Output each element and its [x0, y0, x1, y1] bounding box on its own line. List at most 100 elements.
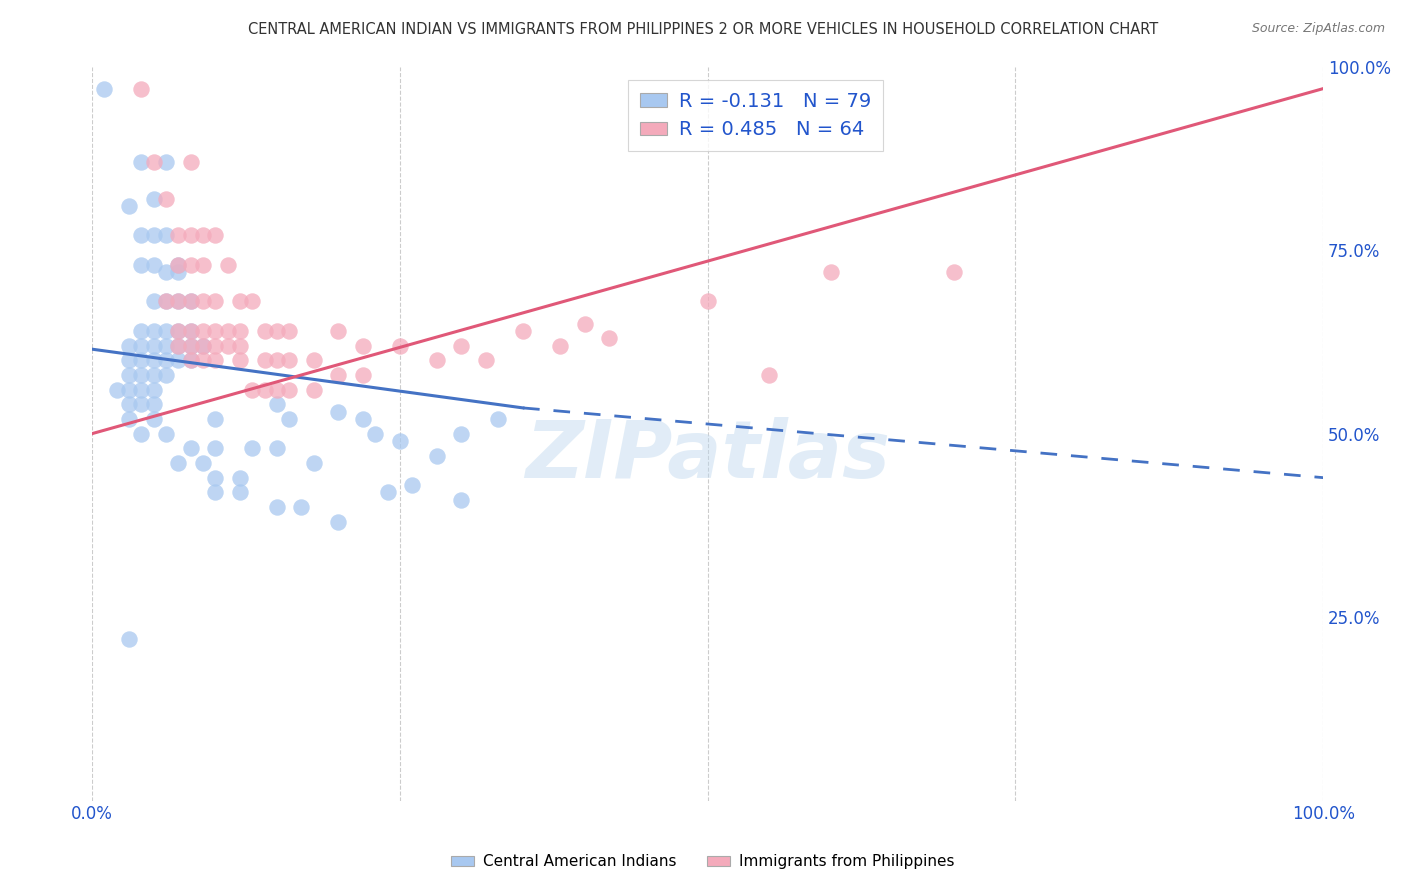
Point: [302, 353, 325, 368]
Point: [352, 338, 374, 352]
Point: [105, 383, 128, 397]
Point: [820, 265, 842, 279]
Point: [180, 338, 202, 352]
Point: [266, 324, 288, 338]
Point: [142, 324, 165, 338]
Point: [155, 338, 177, 352]
Point: [118, 353, 141, 368]
Point: [266, 353, 288, 368]
Point: [204, 324, 226, 338]
Point: [155, 426, 177, 441]
Point: [142, 338, 165, 352]
Point: [253, 383, 276, 397]
Point: [217, 324, 239, 338]
Text: ZIPatlas: ZIPatlas: [526, 417, 890, 495]
Point: [942, 265, 965, 279]
Point: [229, 485, 252, 500]
Point: [217, 338, 239, 352]
Point: [229, 338, 252, 352]
Legend: Central American Indians, Immigrants from Philippines: Central American Indians, Immigrants fro…: [446, 848, 960, 875]
Point: [388, 434, 411, 448]
Point: [240, 294, 263, 309]
Point: [278, 324, 301, 338]
Point: [167, 338, 190, 352]
Point: [155, 228, 177, 243]
Point: [450, 426, 472, 441]
Point: [217, 258, 239, 272]
Point: [191, 324, 214, 338]
Point: [155, 192, 177, 206]
Point: [180, 324, 202, 338]
Point: [253, 324, 276, 338]
Point: [155, 265, 177, 279]
Point: [204, 485, 226, 500]
Point: [364, 426, 387, 441]
Point: [142, 368, 165, 382]
Point: [598, 331, 620, 345]
Point: [131, 426, 153, 441]
Point: [266, 442, 288, 456]
Point: [142, 412, 165, 426]
Point: [204, 294, 226, 309]
Point: [118, 338, 141, 352]
Point: [118, 383, 141, 397]
Point: [204, 442, 226, 456]
Point: [401, 478, 423, 492]
Point: [475, 353, 498, 368]
Point: [229, 353, 252, 368]
Point: [290, 500, 312, 514]
Point: [450, 338, 472, 352]
Point: [204, 412, 226, 426]
Point: [204, 353, 226, 368]
Point: [167, 338, 190, 352]
Point: [377, 485, 399, 500]
Point: [191, 338, 214, 352]
Point: [180, 338, 202, 352]
Point: [512, 324, 534, 338]
Point: [118, 412, 141, 426]
Point: [229, 294, 252, 309]
Point: [352, 368, 374, 382]
Point: [278, 412, 301, 426]
Point: [142, 353, 165, 368]
Point: [155, 155, 177, 169]
Point: [167, 294, 190, 309]
Point: [142, 258, 165, 272]
Text: CENTRAL AMERICAN INDIAN VS IMMIGRANTS FROM PHILIPPINES 2 OR MORE VEHICLES IN HOU: CENTRAL AMERICAN INDIAN VS IMMIGRANTS FR…: [247, 22, 1159, 37]
Point: [131, 383, 153, 397]
Point: [155, 368, 177, 382]
Point: [278, 383, 301, 397]
Point: [204, 338, 226, 352]
Point: [131, 324, 153, 338]
Point: [118, 397, 141, 411]
Point: [131, 228, 153, 243]
Point: [167, 294, 190, 309]
Point: [180, 353, 202, 368]
Point: [328, 515, 350, 529]
Point: [155, 294, 177, 309]
Point: [191, 353, 214, 368]
Point: [167, 258, 190, 272]
Point: [240, 442, 263, 456]
Point: [696, 294, 718, 309]
Point: [142, 383, 165, 397]
Point: [388, 338, 411, 352]
Text: Source: ZipAtlas.com: Source: ZipAtlas.com: [1251, 22, 1385, 36]
Point: [266, 397, 288, 411]
Point: [191, 338, 214, 352]
Point: [167, 324, 190, 338]
Point: [352, 412, 374, 426]
Point: [180, 294, 202, 309]
Point: [240, 383, 263, 397]
Point: [302, 383, 325, 397]
Point: [191, 258, 214, 272]
Point: [426, 449, 449, 463]
Point: [155, 353, 177, 368]
Point: [180, 155, 202, 169]
Point: [142, 155, 165, 169]
Point: [118, 368, 141, 382]
Point: [167, 324, 190, 338]
Point: [167, 258, 190, 272]
Point: [302, 456, 325, 470]
Point: [229, 324, 252, 338]
